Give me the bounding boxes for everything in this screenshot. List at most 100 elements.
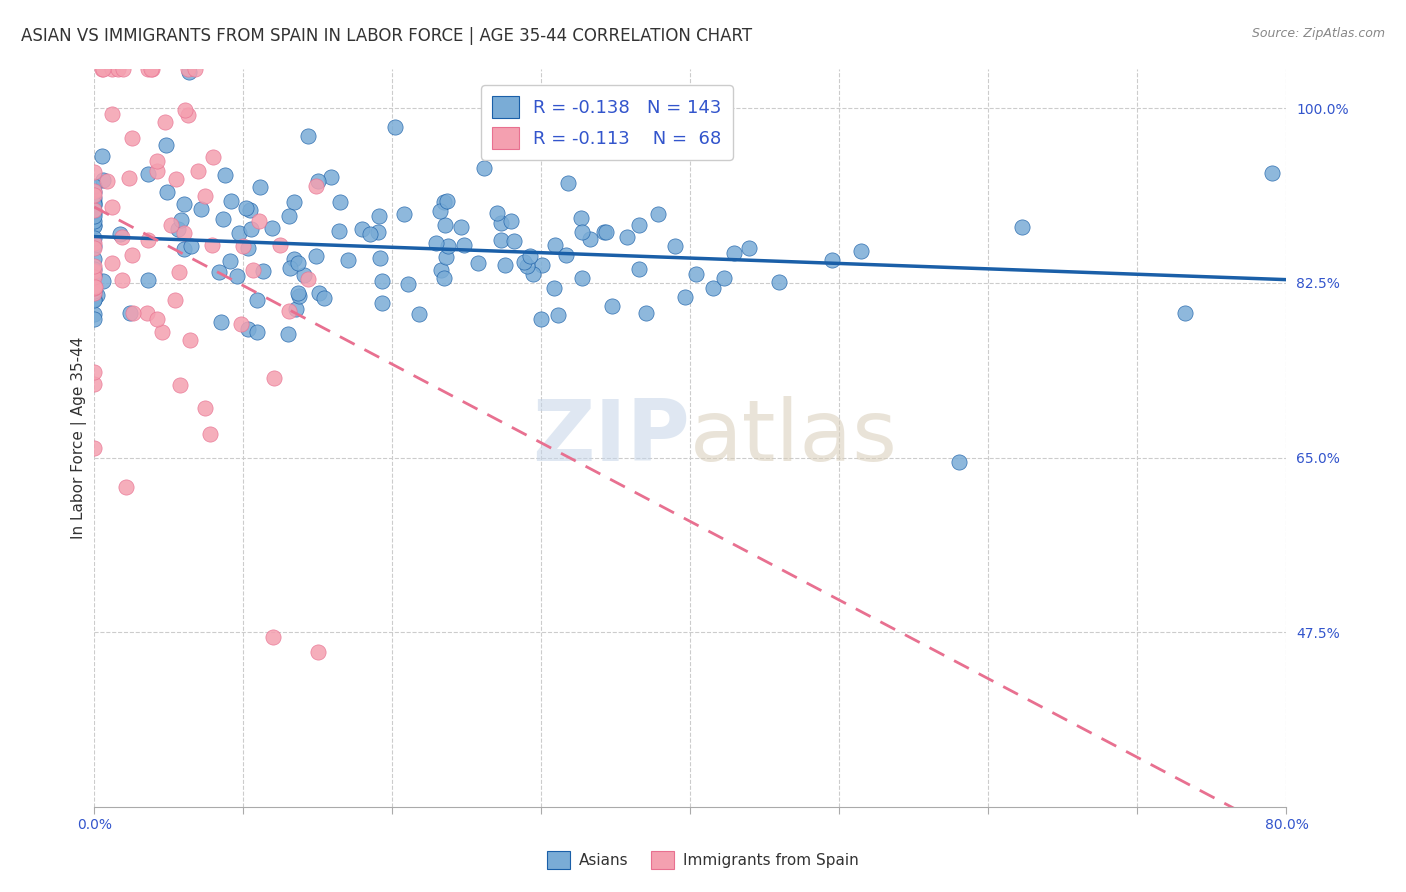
Point (83, 285, 105, 300)
Point (738, 242, 761, 256)
Point (167, 265, 190, 279)
Point (571, 270, 593, 285)
Point (522, 267, 544, 281)
Point (307, 174, 329, 188)
Point (167, 222, 190, 236)
Legend: R = -0.138   N = 143, R = -0.113    N =  68: R = -0.138 N = 143, R = -0.113 N = 68 (481, 85, 733, 160)
Point (83, 185, 105, 199)
Point (83, 262, 105, 277)
Text: Source: ZipAtlas.com: Source: ZipAtlas.com (1251, 27, 1385, 40)
Point (83, 292, 105, 306)
Point (111, 273, 134, 287)
Point (368, 209, 391, 223)
Point (136, 306, 159, 320)
Point (83, 252, 105, 267)
Point (235, 201, 257, 215)
Point (145, 311, 167, 326)
Point (163, 293, 186, 307)
Point (1174, 306, 1197, 320)
Point (396, 277, 419, 291)
Point (176, 62, 198, 76)
Point (543, 281, 565, 295)
Point (179, 334, 201, 348)
Point (579, 232, 602, 246)
Point (242, 263, 264, 277)
Point (408, 307, 430, 321)
Point (83, 196, 105, 211)
Point (569, 211, 592, 225)
Point (432, 271, 454, 285)
Point (83, 241, 105, 255)
Point (138, 233, 160, 247)
Point (472, 161, 495, 175)
Point (169, 378, 191, 392)
Point (153, 115, 176, 129)
Point (83, 194, 105, 209)
Point (198, 427, 221, 442)
Point (1260, 166, 1282, 180)
Point (262, 220, 284, 235)
Point (83, 292, 105, 306)
Point (673, 290, 696, 304)
Point (436, 194, 458, 208)
Point (489, 216, 512, 230)
Point (434, 218, 457, 232)
Point (202, 150, 225, 164)
Point (263, 371, 285, 385)
Point (239, 202, 262, 217)
Point (83, 179, 105, 194)
Point (297, 129, 319, 144)
Point (305, 178, 328, 193)
Point (83, 219, 105, 233)
Point (314, 291, 336, 305)
Point (370, 274, 392, 288)
Point (948, 455, 970, 469)
Point (501, 213, 523, 227)
Point (278, 303, 301, 318)
Point (83, 293, 105, 308)
Point (83, 188, 105, 202)
Point (100, 62, 122, 76)
Point (83, 239, 105, 253)
Point (238, 322, 260, 336)
Point (229, 317, 252, 331)
Point (592, 225, 614, 239)
Point (516, 259, 538, 273)
Point (467, 256, 489, 270)
Point (101, 106, 124, 120)
Point (146, 154, 169, 169)
Point (1011, 219, 1033, 234)
Point (83, 231, 105, 245)
Point (571, 225, 593, 239)
Point (83, 210, 105, 224)
Point (108, 227, 131, 241)
Point (83, 191, 105, 205)
Point (269, 238, 291, 252)
Point (136, 167, 159, 181)
Point (851, 244, 873, 259)
Point (111, 229, 134, 244)
Point (544, 238, 567, 252)
Point (531, 258, 554, 272)
Point (437, 238, 460, 252)
Point (627, 218, 650, 232)
Point (647, 206, 669, 220)
Point (494, 258, 516, 272)
Point (702, 281, 724, 295)
Point (141, 62, 163, 76)
Point (430, 262, 453, 277)
Point (547, 308, 569, 322)
Point (297, 271, 319, 285)
Point (288, 289, 311, 303)
Point (115, 480, 138, 494)
Point (308, 286, 330, 301)
Point (555, 248, 578, 262)
Point (173, 226, 195, 240)
Point (83, 280, 105, 294)
Point (83, 365, 105, 379)
Legend: Asians, Immigrants from Spain: Asians, Immigrants from Spain (541, 845, 865, 875)
Point (96, 174, 118, 188)
Point (429, 204, 451, 219)
Point (83, 259, 105, 273)
Point (208, 265, 231, 279)
